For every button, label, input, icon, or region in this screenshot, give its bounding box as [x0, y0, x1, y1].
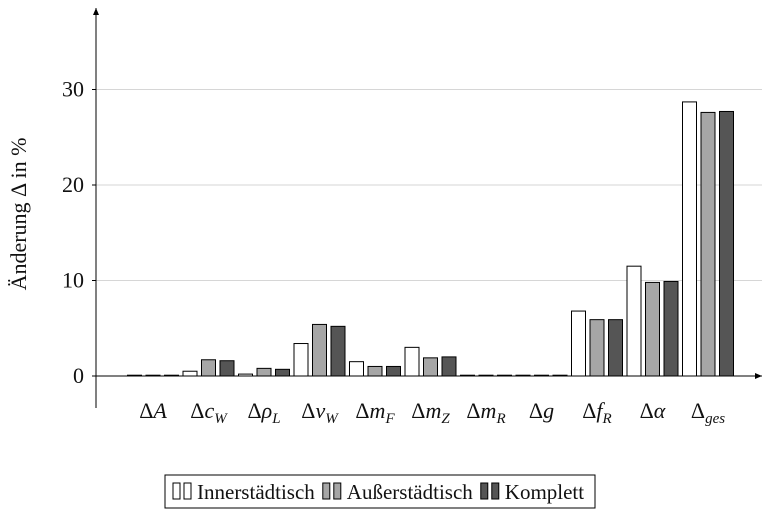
- legend-label: Außerstädtisch: [347, 480, 473, 504]
- bar-innerst-dtisch: [682, 101, 697, 377]
- x-category-labels: ΔA ΔcW ΔρL ΔvW ΔmF ΔmZ ΔmR Δg ΔfR Δα Δges: [139, 398, 725, 427]
- bar-au-erst-dtisch: [312, 323, 327, 377]
- bar-au-erst-dtisch: [700, 111, 716, 377]
- bar-innerst-dtisch: [349, 361, 364, 377]
- bar-innerst-dtisch: [182, 370, 198, 377]
- x-category-label: ΔmZ: [411, 398, 450, 427]
- y-tick-label: 20: [62, 172, 84, 197]
- x-category-label: ΔfR: [582, 398, 611, 427]
- legend-swatch: [491, 482, 500, 500]
- bar-komplett: [663, 280, 679, 377]
- x-category-label: ΔρL: [247, 398, 280, 427]
- x-category-label: ΔvW: [301, 398, 339, 427]
- legend-swatch: [183, 482, 192, 500]
- legend-swatch: [480, 482, 489, 500]
- bar-innerst-dtisch: [404, 346, 420, 377]
- y-tick-labels: 0 10 20 30: [62, 77, 96, 388]
- bar-au-erst-dtisch: [367, 365, 383, 377]
- x-category-label: ΔA: [139, 398, 167, 423]
- bar-innerst-dtisch: [293, 343, 309, 377]
- x-category-label: Δg: [529, 398, 554, 423]
- legend-swatch: [172, 482, 181, 500]
- legend: Innerstädtisch Außerstädtisch Komplett: [164, 474, 596, 509]
- x-category-label: Δges: [691, 398, 725, 427]
- bar-komplett: [441, 356, 457, 377]
- y-tick-label: 0: [73, 363, 84, 388]
- x-category-label: ΔmR: [466, 398, 505, 427]
- bar-komplett: [608, 319, 623, 377]
- bar-au-erst-dtisch: [423, 357, 438, 377]
- legend-box: [164, 474, 596, 509]
- bar-innerst-dtisch: [626, 265, 642, 377]
- bar-komplett: [386, 365, 401, 377]
- x-category-label: Δα: [640, 398, 666, 423]
- bar-au-erst-dtisch: [589, 319, 605, 377]
- grid-lines: [96, 89, 762, 281]
- y-tick-label: 10: [62, 268, 84, 293]
- y-axis-label: Änderung Δ in %: [6, 138, 31, 291]
- legend-label: Komplett: [505, 480, 584, 504]
- axes: [93, 8, 762, 408]
- x-category-label: ΔcW: [190, 398, 228, 427]
- bar-komplett: [219, 360, 235, 377]
- y-axis-arrow: [93, 8, 99, 15]
- x-category-label: ΔmF: [355, 398, 395, 427]
- bar-komplett: [275, 368, 290, 377]
- legend-swatch: [333, 482, 342, 500]
- bar-innerst-dtisch: [571, 310, 586, 377]
- legend-swatch: [322, 482, 331, 500]
- bar-au-erst-dtisch: [645, 281, 660, 377]
- bar-komplett: [330, 325, 346, 377]
- bar-komplett: [719, 110, 734, 377]
- legend-label: Innerstädtisch: [197, 480, 315, 504]
- bars: [127, 101, 734, 377]
- bar-au-erst-dtisch: [256, 367, 272, 377]
- x-axis-arrow: [755, 373, 762, 379]
- y-tick-label: 30: [62, 77, 84, 102]
- bar-au-erst-dtisch: [201, 359, 216, 377]
